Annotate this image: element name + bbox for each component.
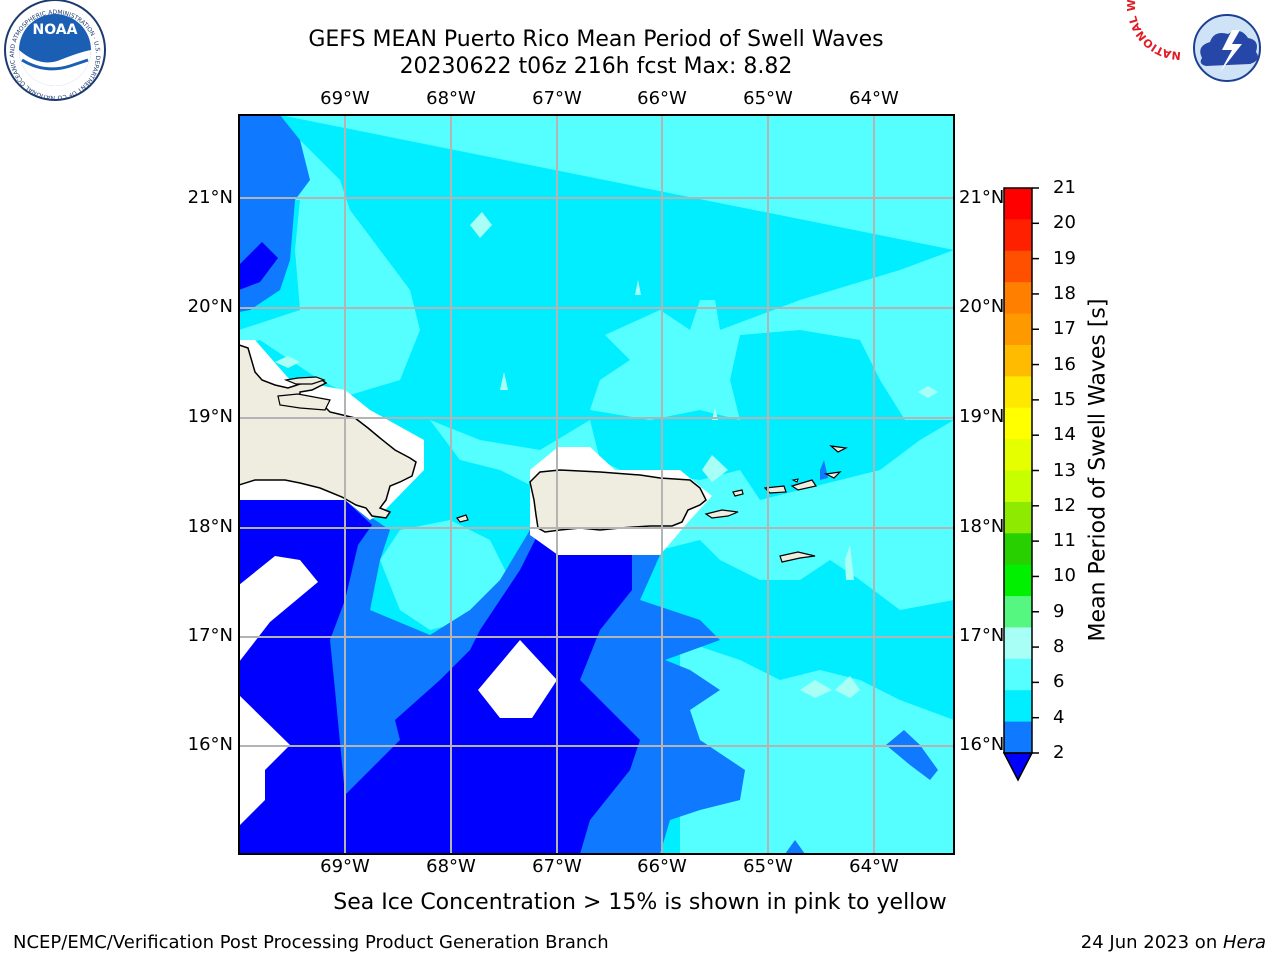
colorbar-tick-label: 15	[1053, 388, 1076, 410]
colorbar-tick-label: 14	[1053, 424, 1076, 446]
footer-machine: Hera	[1222, 932, 1266, 953]
lon-label-top: 66°W	[637, 88, 687, 109]
lon-label-top: 69°W	[320, 88, 370, 109]
colorbar-tick-label: 9	[1053, 600, 1065, 622]
lat-label-left: 21°N	[187, 187, 233, 208]
colorbar-segment	[1004, 376, 1032, 409]
colorbar-segment	[1004, 439, 1032, 471]
colorbar-segment	[1004, 627, 1032, 660]
colorbar-tick-label: 19	[1053, 247, 1076, 269]
lat-label-right: 19°N	[959, 406, 1005, 427]
colorbar-segment	[1004, 470, 1032, 503]
footer-credit: NCEP/EMC/Verification Post Processing Pr…	[13, 932, 609, 953]
colorbar-tick-label: 8	[1053, 636, 1065, 658]
colorbar-segment	[1004, 564, 1032, 597]
noaa-logo: NOAA NATIONAL OCEANIC AND ATMOSPHERIC AD…	[0, 0, 106, 101]
colorbar-segment	[1004, 501, 1032, 534]
lat-label-left: 19°N	[187, 406, 233, 427]
chart-subtitle: 20230622 t06z 216h fcst Max: 8.82	[399, 54, 793, 79]
colorbar-tick-label: 2	[1053, 742, 1065, 763]
footer-date-text: 24 Jun 2023 on	[1080, 932, 1223, 953]
colorbar-segment	[1004, 596, 1032, 628]
colorbar-tick-label: 21	[1053, 177, 1076, 198]
nws-logo: NATIONAL WEATHER SERVICE	[1125, 0, 1275, 96]
colorbar-segment	[1004, 282, 1032, 315]
lat-label-right: 18°N	[959, 516, 1005, 537]
colorbar-tick-label: 4	[1053, 706, 1065, 728]
lon-label-top: 65°W	[743, 88, 793, 109]
lat-label-right: 20°N	[959, 296, 1005, 317]
colorbar-title: Mean Period of Swell Waves [s]	[1085, 298, 1111, 642]
map-area	[239, 115, 954, 854]
colorbar	[1004, 187, 1039, 754]
colorbar-tick-label: 6	[1053, 671, 1065, 693]
lat-label-right: 17°N	[959, 625, 1005, 646]
colorbar-tick-label: 11	[1053, 530, 1076, 552]
colorbar-segment	[1004, 658, 1032, 691]
lat-label-left: 17°N	[187, 625, 233, 646]
lat-label-left: 16°N	[187, 734, 233, 755]
colorbar-segment	[1004, 721, 1032, 754]
lon-label-bottom: 65°W	[743, 856, 793, 877]
swell-8-9-regions	[275, 212, 938, 698]
sea-ice-footnote: Sea Ice Concentration > 15% is shown in …	[333, 890, 947, 915]
colorbar-tick-label: 10	[1053, 565, 1076, 587]
map-gridlines	[239, 115, 954, 854]
lon-label-bottom: 66°W	[637, 856, 687, 877]
colorbar-tick-label: 18	[1053, 282, 1076, 304]
lat-label-right: 16°N	[959, 734, 1005, 755]
colorbar-extend-triangle	[1002, 752, 1034, 782]
chart-title: GEFS MEAN Puerto Rico Mean Period of Swe…	[308, 27, 884, 52]
map-frame	[238, 114, 955, 855]
lon-label-top: 68°W	[426, 88, 476, 109]
lon-label-bottom: 69°W	[320, 856, 370, 877]
colorbar-tick-label: 17	[1053, 318, 1076, 340]
colorbar-segment	[1004, 344, 1032, 377]
colorbar-tick-label: 12	[1053, 494, 1076, 516]
colorbar-segment	[1004, 250, 1032, 283]
colorbar-tick-label: 16	[1053, 353, 1076, 375]
lat-label-left: 20°N	[187, 296, 233, 317]
colorbar-tick-label: 20	[1053, 212, 1076, 234]
colorbar-segment	[1004, 407, 1032, 440]
colorbar-tick-label: 13	[1053, 459, 1076, 481]
lat-label-right: 21°N	[959, 187, 1005, 208]
footer-date: 24 Jun 2023 on Hera	[1081, 932, 1266, 953]
colorbar-segment	[1004, 219, 1032, 252]
noaa-logo-text: NOAA	[33, 22, 78, 38]
colorbar-segment	[1004, 313, 1032, 346]
lon-label-top: 64°W	[849, 88, 899, 109]
lon-label-top: 67°W	[532, 88, 582, 109]
colorbar-segment	[1004, 533, 1032, 566]
colorbar-segment	[1004, 188, 1032, 220]
colorbar-frame	[1003, 187, 1033, 754]
colorbar-segment	[1004, 690, 1032, 723]
lon-label-bottom: 68°W	[426, 856, 476, 877]
lon-label-bottom: 67°W	[532, 856, 582, 877]
lat-label-left: 18°N	[187, 516, 233, 537]
lon-label-bottom: 64°W	[849, 856, 899, 877]
